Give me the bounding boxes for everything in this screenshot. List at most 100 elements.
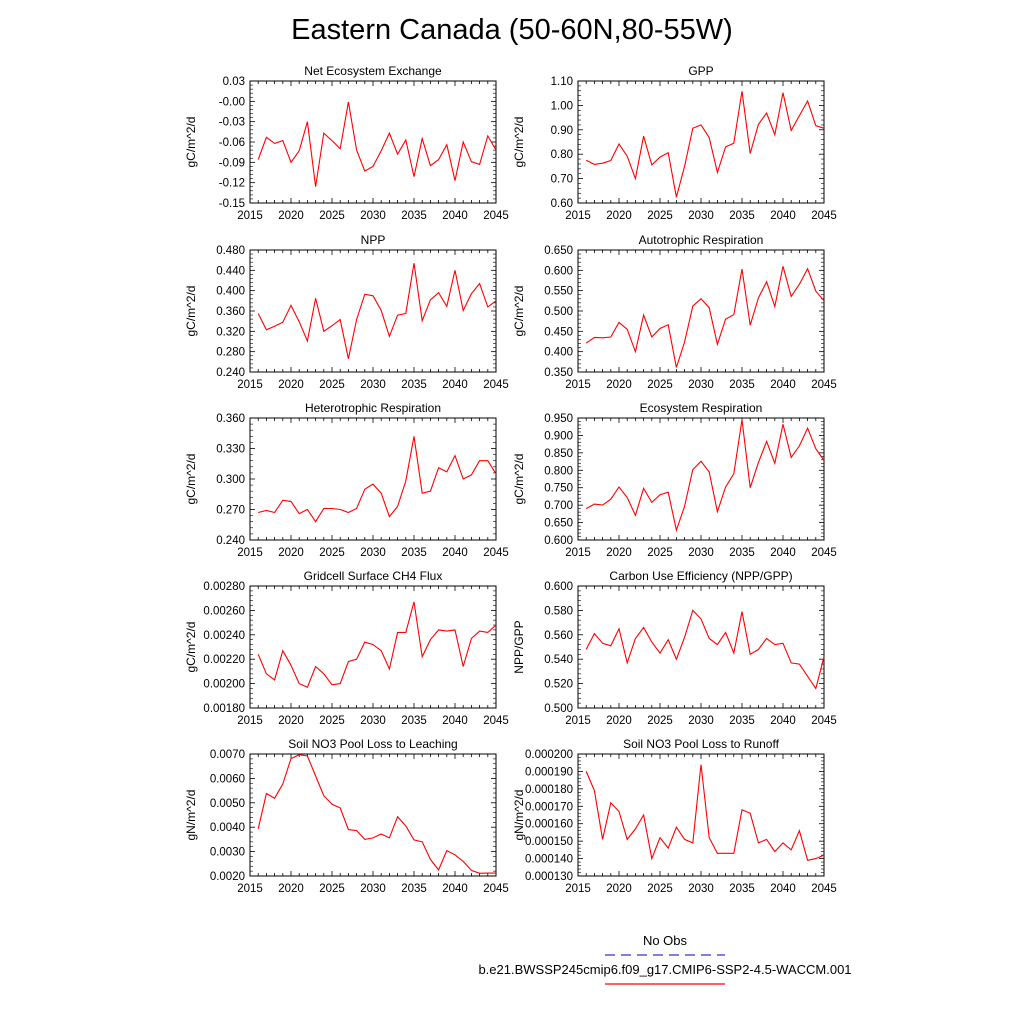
panel-7-xtick-label: 2035 <box>401 715 427 727</box>
legend-case-label: b.e21.BWSSP245cmip6.f09_g17.CMIP6-SSP2-4… <box>478 962 852 977</box>
panel-3-ytick-label: 0.480 <box>216 245 245 257</box>
panel-8-frame <box>577 585 825 709</box>
panel-8-xtick-label: 2030 <box>688 715 714 727</box>
panel-10-xtick-label: 2045 <box>811 883 837 895</box>
panel-6-ylabel: gC/m^2/d <box>512 454 526 505</box>
panel-9-xtick-label: 2030 <box>360 883 386 895</box>
panel-6-ytick-label: 0.800 <box>544 465 573 477</box>
panel-6-xtick-label: 2020 <box>606 547 632 559</box>
panel-2-title: GPP <box>688 64 713 78</box>
panel-5-ytick-label: 0.300 <box>216 474 245 486</box>
panel-6-title: Ecosystem Respiration <box>640 401 763 415</box>
panel-2-xtick-label: 2035 <box>729 210 755 222</box>
panel-9-ytick-label: 0.0060 <box>210 773 245 785</box>
panel-8-xtick-label: 2015 <box>565 715 591 727</box>
panel-6-ytick-label: 0.700 <box>544 500 573 512</box>
panel-7-xtick-label: 2030 <box>360 715 386 727</box>
panel-3-xtick-label: 2030 <box>360 379 386 391</box>
panel-1-xtick-label: 2045 <box>483 210 509 222</box>
panel-8-ytick-label: 0.560 <box>544 630 573 642</box>
page-title: Eastern Canada (50-60N,80-55W) <box>291 14 733 46</box>
panel-2-ylabel: gC/m^2/d <box>512 117 526 168</box>
panel-6-ytick-label: 0.750 <box>544 483 573 495</box>
panel-9-title: Soil NO3 Pool Loss to Leaching <box>288 737 457 751</box>
panel-1-ytick-label: -0.12 <box>219 178 245 190</box>
panel-1-xtick-label: 2035 <box>401 210 427 222</box>
panel-3-xtick-label: 2025 <box>319 379 345 391</box>
panel-7-xtick-label: 2025 <box>319 715 345 727</box>
panel-1-ytick-label: -0.00 <box>219 96 245 108</box>
panel-4-frame <box>577 249 825 373</box>
panel-2-ytick-label: 0.60 <box>551 198 573 210</box>
panel-9-ytick-label: 0.0050 <box>210 798 245 810</box>
panel-3-ytick-label: 0.360 <box>216 306 245 318</box>
panel-6-ytick-label: 0.950 <box>544 413 573 425</box>
panel-4-ytick-label: 0.450 <box>544 326 573 338</box>
panel-4-ylabel: gC/m^2/d <box>512 286 526 337</box>
panel-7-ylabel: gC/m^2/d <box>184 622 198 673</box>
panel-9-xtick-label: 2015 <box>237 883 263 895</box>
panel-5-xtick-label: 2025 <box>319 547 345 559</box>
panel-2-xtick-label: 2030 <box>688 210 714 222</box>
panel-1-xtick-label: 2015 <box>237 210 263 222</box>
panel-9-series-line <box>257 754 496 874</box>
panel-4-xtick-label: 2045 <box>811 379 837 391</box>
panel-2-series-line <box>585 91 825 198</box>
panel-4-xtick-label: 2015 <box>565 379 591 391</box>
panel-2-xtick-label: 2020 <box>606 210 632 222</box>
panel-4-xtick-label: 2025 <box>647 379 673 391</box>
panel-8-xtick-label: 2025 <box>647 715 673 727</box>
panel-10-ytick-label: 0.000150 <box>525 836 573 848</box>
panel-4-title: Autotrophic Respiration <box>639 233 764 247</box>
panel-5-series-line <box>258 436 497 523</box>
panel-1-xtick-label: 2030 <box>360 210 386 222</box>
panel-8-title: Carbon Use Efficiency (NPP/GPP) <box>609 569 792 583</box>
panel-10-ytick-label: 0.000180 <box>525 784 573 796</box>
panel-4-xtick-label: 2040 <box>770 379 796 391</box>
panel-3-ytick-label: 0.320 <box>216 326 245 338</box>
panel-1-title: Net Ecosystem Exchange <box>304 64 442 78</box>
panel-2-xtick-label: 2040 <box>770 210 796 222</box>
panel-10-ytick-label: 0.000130 <box>525 871 573 883</box>
panel-1-ytick-label: -0.09 <box>219 157 245 169</box>
panel-5-xtick-label: 2035 <box>401 547 427 559</box>
panel-9-xtick-label: 2035 <box>401 883 427 895</box>
panel-2-ytick-label: 0.70 <box>551 174 573 186</box>
panel-4-ytick-label: 0.650 <box>544 245 573 257</box>
panel-3-xtick-label: 2045 <box>483 379 509 391</box>
panel-6-ytick-label: 0.850 <box>544 448 573 460</box>
panel-7-ytick-label: 0.00240 <box>203 630 245 642</box>
panel-1-ytick-label: -0.15 <box>219 198 245 210</box>
panel-4-xtick-label: 2035 <box>729 379 755 391</box>
panel-8-ytick-label: 0.500 <box>544 703 573 715</box>
panel-9-ytick-label: 0.0020 <box>210 871 245 883</box>
panel-2-ytick-label: 0.90 <box>551 125 573 137</box>
panel-3-ytick-label: 0.240 <box>216 367 245 379</box>
panel-1-xtick-label: 2025 <box>319 210 345 222</box>
panel-9-ytick-label: 0.0040 <box>210 822 245 834</box>
panel-10-ylabel: gN/m^2/d <box>512 790 526 841</box>
panel-3-ytick-label: 0.400 <box>216 286 245 298</box>
panel-4-xtick-label: 2030 <box>688 379 714 391</box>
panel-8-ytick-label: 0.540 <box>544 654 573 666</box>
panel-8-ytick-label: 0.580 <box>544 605 573 617</box>
panel-7-ytick-label: 0.00280 <box>203 581 245 593</box>
panel-5-ylabel: gC/m^2/d <box>184 454 198 505</box>
panel-10-xtick-label: 2030 <box>688 883 714 895</box>
panel-10-ytick-label: 0.000160 <box>525 819 573 831</box>
panel-9-xtick-label: 2025 <box>319 883 345 895</box>
panel-5-xtick-label: 2015 <box>237 547 263 559</box>
panel-10-ytick-label: 0.000140 <box>525 854 573 866</box>
panel-7-series-line <box>257 601 497 689</box>
panel-6-xtick-label: 2045 <box>811 547 837 559</box>
panel-6-ytick-label: 0.900 <box>544 430 573 442</box>
panel-6-xtick-label: 2015 <box>565 547 591 559</box>
panel-6-xtick-label: 2040 <box>770 547 796 559</box>
panel-1-ytick-label: 0.03 <box>223 76 245 88</box>
panel-1-xtick-label: 2020 <box>278 210 304 222</box>
panel-5-ytick-label: 0.240 <box>216 535 245 547</box>
panel-1-series-line <box>257 101 497 187</box>
panel-7-xtick-label: 2045 <box>483 715 509 727</box>
panel-6-ytick-label: 0.650 <box>544 518 573 530</box>
panel-9-xtick-label: 2020 <box>278 883 304 895</box>
